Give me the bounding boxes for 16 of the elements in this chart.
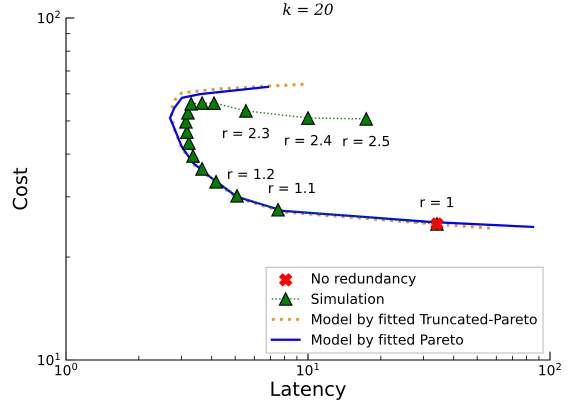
legend-label: Model by fitted Truncated-Pareto: [312, 314, 537, 328]
annotation: r = 1.1: [269, 182, 315, 193]
annotation: r = 2.5: [343, 136, 390, 146]
legend-label: Simulation: [312, 293, 384, 304]
chart-title: k = 20: [283, 3, 333, 16]
x-tick-label: 10$^{1}$: [297, 362, 319, 376]
annotation: r = 2.3: [223, 128, 269, 138]
annotation: r = 2.4: [285, 134, 332, 146]
legend-label: Model by fitted Pareto: [312, 334, 464, 348]
x-axis-title: Latency: [271, 382, 346, 400]
y-axis-title: Cost: [12, 168, 28, 210]
x-tick-label: 10$^{2}$: [539, 362, 561, 376]
annotation: r = 1: [420, 197, 454, 208]
legend-label: No redundancy: [312, 272, 416, 286]
x-tick-label: 10$^{0}$: [55, 362, 78, 376]
annotation: r = 1.2: [228, 168, 274, 180]
